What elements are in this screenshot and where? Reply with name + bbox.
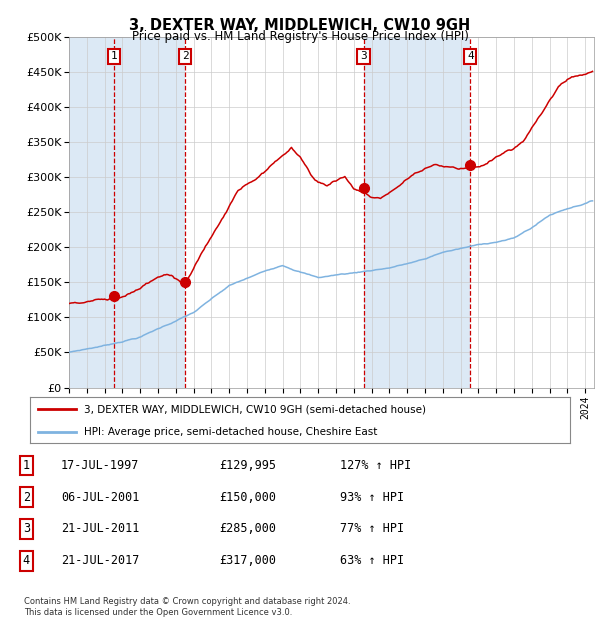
Text: Price paid vs. HM Land Registry's House Price Index (HPI): Price paid vs. HM Land Registry's House … — [131, 30, 469, 43]
Text: 2: 2 — [182, 51, 188, 61]
Text: 1: 1 — [23, 459, 30, 472]
Bar — [364, 37, 470, 387]
Bar — [114, 37, 185, 387]
Text: £285,000: £285,000 — [220, 523, 277, 536]
Text: 2: 2 — [23, 490, 30, 503]
Text: 21-JUL-2011: 21-JUL-2011 — [61, 523, 139, 536]
Text: 4: 4 — [23, 554, 30, 567]
Text: 3: 3 — [360, 51, 367, 61]
Text: £129,995: £129,995 — [220, 459, 277, 472]
Text: 93% ↑ HPI: 93% ↑ HPI — [340, 490, 404, 503]
Text: 3, DEXTER WAY, MIDDLEWICH, CW10 9GH (semi-detached house): 3, DEXTER WAY, MIDDLEWICH, CW10 9GH (sem… — [84, 404, 426, 414]
Text: 127% ↑ HPI: 127% ↑ HPI — [340, 459, 412, 472]
Text: £150,000: £150,000 — [220, 490, 277, 503]
Text: 3, DEXTER WAY, MIDDLEWICH, CW10 9GH: 3, DEXTER WAY, MIDDLEWICH, CW10 9GH — [130, 18, 470, 33]
Text: £317,000: £317,000 — [220, 554, 277, 567]
Text: Contains HM Land Registry data © Crown copyright and database right 2024.
This d: Contains HM Land Registry data © Crown c… — [24, 598, 350, 617]
Text: 3: 3 — [23, 523, 30, 536]
Text: 1: 1 — [111, 51, 118, 61]
Text: 63% ↑ HPI: 63% ↑ HPI — [340, 554, 404, 567]
Text: 21-JUL-2017: 21-JUL-2017 — [61, 554, 139, 567]
Text: HPI: Average price, semi-detached house, Cheshire East: HPI: Average price, semi-detached house,… — [84, 427, 377, 436]
Text: 06-JUL-2001: 06-JUL-2001 — [61, 490, 139, 503]
Text: 4: 4 — [467, 51, 473, 61]
Text: 77% ↑ HPI: 77% ↑ HPI — [340, 523, 404, 536]
Text: 17-JUL-1997: 17-JUL-1997 — [61, 459, 139, 472]
Bar — [69, 37, 114, 387]
